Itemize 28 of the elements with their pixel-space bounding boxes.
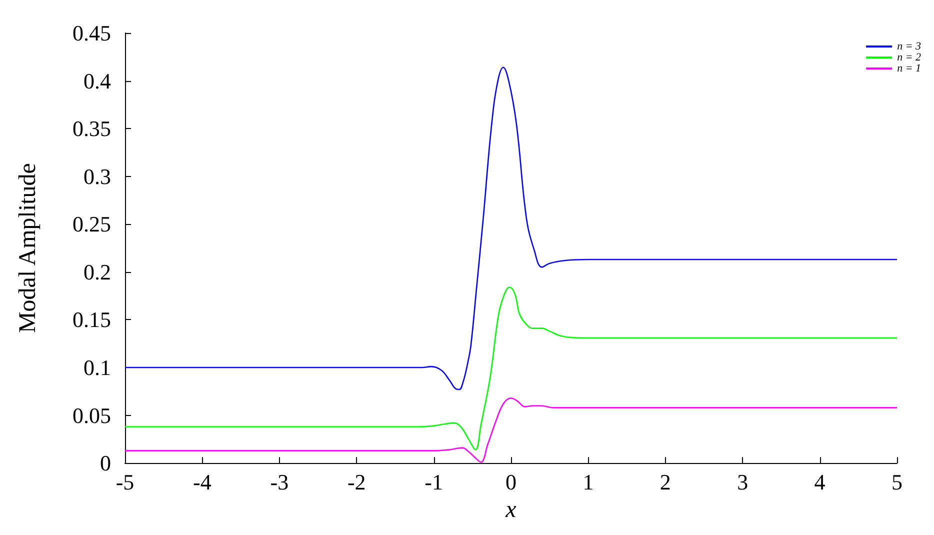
y-tick-label: 0.4 [84,68,111,94]
x-tick-label: 0 [506,470,516,495]
y-tick-label: 0 [100,450,111,476]
x-tick-label: 1 [582,470,594,495]
y-axis-title: Modal Amplitude [15,163,41,334]
legend-label: n = 3 [897,40,922,52]
x-tick-label: -4 [193,470,212,495]
y-tick-label: 0.1 [84,355,111,380]
y-tick-label: 0.05 [72,402,111,428]
y-tick-label: 0.2 [84,259,111,284]
y-tick-label: 0.15 [72,307,111,332]
legend-label: n = 1 [897,62,922,74]
line-series [124,66,898,390]
x-tick-label: -3 [270,470,289,495]
x-tick-label: 2 [660,470,671,495]
y-tick-label: 0.35 [72,116,111,142]
x-tick-label: 5 [892,470,902,495]
x-tick-label: 4 [814,470,826,495]
legend-label: n = 2 [897,52,922,64]
y-tick-label: 0.3 [84,164,111,189]
x-axis-title: x [504,497,517,523]
y-tick-label: 0.25 [72,212,111,237]
x-tick-label: 3 [737,470,748,495]
x-tick-label: -1 [424,470,443,495]
x-tick-label: -5 [116,470,134,495]
x-tick-label: -2 [347,470,366,495]
line-series [124,286,898,450]
y-tick-label: 0.45 [72,20,111,46]
